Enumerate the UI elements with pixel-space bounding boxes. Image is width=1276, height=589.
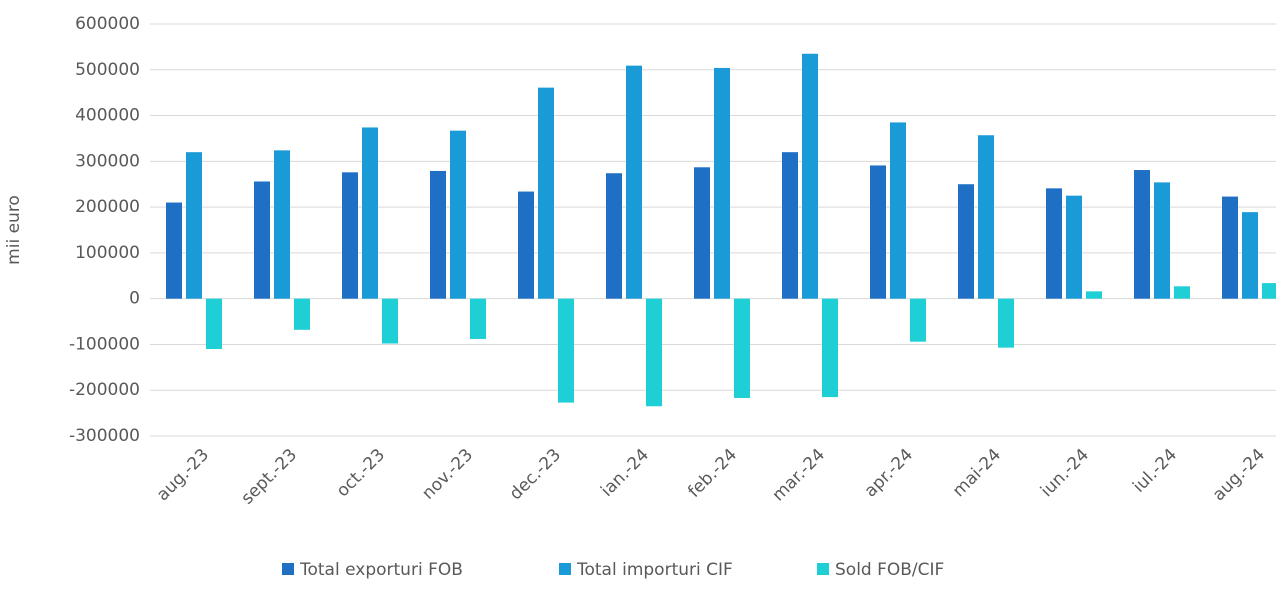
bar	[626, 65, 642, 299]
bar	[450, 130, 466, 299]
bar	[1086, 291, 1102, 299]
y-tick-label: 0	[129, 289, 140, 309]
bar	[1046, 188, 1062, 299]
bar	[1154, 182, 1170, 299]
bar	[362, 127, 378, 299]
y-tick-label: -100000	[69, 334, 140, 354]
bar	[294, 298, 310, 330]
bar	[382, 298, 398, 344]
bar	[1066, 195, 1082, 299]
x-tick-label: feb.-24	[684, 445, 741, 502]
bar	[1222, 196, 1238, 299]
bar	[518, 191, 534, 299]
bar	[782, 152, 798, 299]
y-tick-label: -200000	[69, 380, 140, 400]
bar	[274, 150, 290, 299]
y-tick-label: 400000	[75, 106, 140, 126]
bar	[910, 298, 926, 342]
bar	[254, 181, 270, 299]
bar	[430, 170, 446, 299]
legend-label: Total exporturi FOB	[299, 560, 463, 580]
x-tick-label: aug.-24	[1209, 445, 1269, 505]
x-tick-label: nov.-23	[418, 445, 477, 504]
legend-label: Sold FOB/CIF	[835, 560, 944, 580]
bar	[870, 165, 886, 299]
legend-swatch	[559, 563, 571, 575]
bar	[1134, 170, 1150, 299]
bar	[206, 298, 222, 350]
bar	[606, 173, 622, 299]
legend-swatch	[282, 563, 294, 575]
bar	[342, 172, 358, 299]
x-tick-label: iul.-24	[1129, 445, 1181, 497]
y-tick-label: 200000	[75, 197, 140, 217]
bar	[734, 298, 750, 399]
y-tick-label: 100000	[75, 243, 140, 263]
bar	[538, 87, 554, 299]
bar	[714, 67, 730, 299]
bar	[958, 184, 974, 299]
bar	[470, 298, 486, 339]
x-tick-label: apr.-24	[861, 445, 917, 501]
y-tick-label: 300000	[75, 151, 140, 171]
bar	[186, 152, 202, 299]
x-tick-label: dec.-23	[506, 445, 565, 504]
bar	[822, 298, 838, 398]
x-tick-label: mai-24	[949, 445, 1005, 501]
y-tick-label: 600000	[75, 14, 140, 34]
x-tick-label: mar.-24	[769, 445, 830, 506]
bar	[558, 298, 574, 403]
bar	[1174, 286, 1190, 299]
bar	[1242, 212, 1258, 299]
legend-swatch	[817, 563, 829, 575]
y-tick-label: -300000	[69, 426, 140, 446]
bar	[978, 135, 994, 299]
bar	[694, 167, 710, 299]
bar	[646, 298, 662, 407]
x-tick-label: aug.-23	[153, 445, 213, 505]
bar	[1262, 283, 1276, 299]
bar	[166, 202, 182, 299]
bar	[998, 298, 1014, 348]
x-tick-label: ian.-24	[597, 445, 653, 501]
legend-label: Total importuri CIF	[576, 560, 733, 580]
bar	[890, 122, 906, 299]
bar	[802, 53, 818, 299]
x-tick-label: oct.-23	[333, 445, 389, 501]
x-tick-label: iun.-24	[1037, 445, 1093, 501]
x-tick-label: sept.-23	[237, 445, 301, 509]
y-tick-label: 500000	[75, 60, 140, 80]
y-axis-label: mii euro	[4, 195, 24, 265]
